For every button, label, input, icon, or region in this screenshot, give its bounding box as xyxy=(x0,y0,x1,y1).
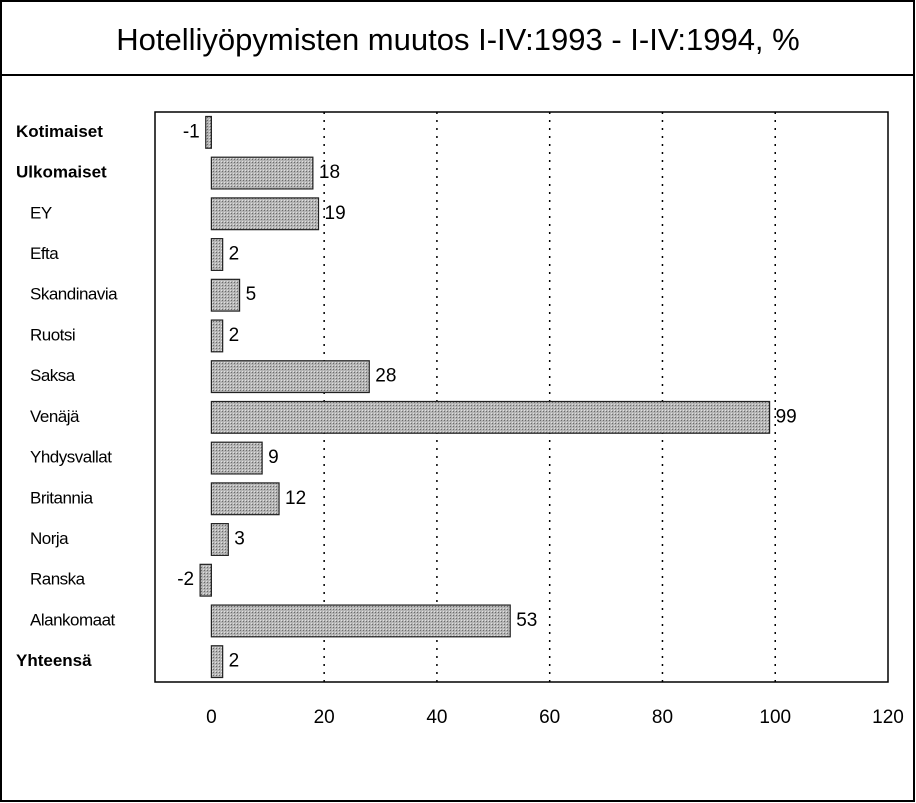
bar xyxy=(210,604,511,638)
data-label: 99 xyxy=(776,406,797,427)
data-label: 5 xyxy=(246,284,257,305)
y-tick-label: Norja xyxy=(30,529,69,548)
x-tick-label: 0 xyxy=(206,707,217,728)
y-tick-label: Venäjä xyxy=(30,407,80,426)
data-label: 12 xyxy=(285,488,306,509)
y-tick-label: Ulkomaiset xyxy=(16,163,107,182)
bar xyxy=(199,563,212,597)
data-label: -1 xyxy=(183,121,200,142)
data-label: 3 xyxy=(234,529,245,550)
y-tick-label: Saksa xyxy=(30,366,76,385)
bar xyxy=(210,482,280,516)
data-label: 28 xyxy=(375,366,396,387)
x-tick-label: 60 xyxy=(539,707,560,728)
data-label: -2 xyxy=(177,569,194,590)
y-tick-label: EY xyxy=(30,203,52,222)
bar xyxy=(210,156,314,190)
y-tick-label: Efta xyxy=(30,244,59,263)
x-tick-label: 100 xyxy=(759,707,791,728)
bar xyxy=(210,645,224,679)
y-tick-label: Ranska xyxy=(30,570,86,589)
data-label: 18 xyxy=(319,162,340,183)
x-tick-label: 40 xyxy=(426,707,447,728)
bar xyxy=(210,238,224,271)
y-tick-label: Alankomaat xyxy=(30,610,116,629)
x-tick-label: 120 xyxy=(872,707,904,728)
y-tick-label: Yhdysvallat xyxy=(30,448,112,467)
x-tick-label: 80 xyxy=(652,707,673,728)
data-label: 2 xyxy=(229,244,240,265)
x-tick-label: 20 xyxy=(314,707,335,728)
bar xyxy=(210,400,771,434)
bar xyxy=(210,278,241,312)
bar xyxy=(210,319,224,353)
y-tick-label: Skandinavia xyxy=(30,285,118,304)
bar xyxy=(210,441,263,475)
data-label: 53 xyxy=(516,610,537,631)
bar xyxy=(210,360,370,394)
chart-title: Hotelliyöpymisten muutos I-IV:1993 - I-I… xyxy=(116,22,799,57)
y-tick-label: Ruotsi xyxy=(30,325,75,344)
bar xyxy=(210,523,229,556)
bar xyxy=(205,115,212,149)
y-tick-label: Yhteensä xyxy=(16,651,92,670)
bar xyxy=(210,197,320,231)
y-tick-label: Britannia xyxy=(30,488,94,507)
data-label: 2 xyxy=(229,651,240,672)
plot-frame xyxy=(154,111,889,683)
data-label: 19 xyxy=(325,203,346,224)
y-tick-label: Kotimaiset xyxy=(16,122,103,141)
data-label: 9 xyxy=(268,447,279,468)
data-label: 2 xyxy=(229,325,240,346)
